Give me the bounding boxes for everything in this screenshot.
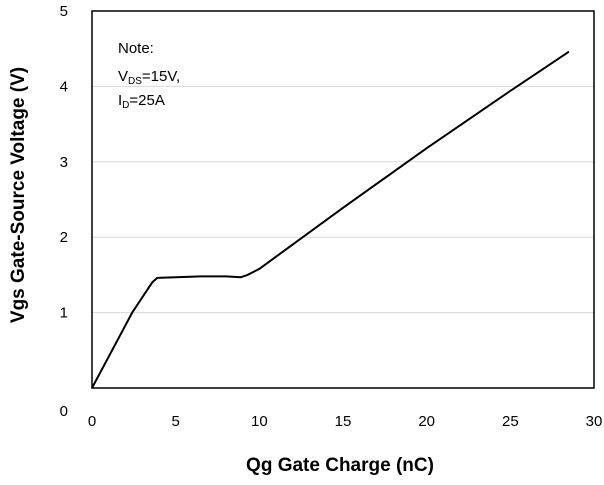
- x-tick-label: 0: [88, 413, 96, 430]
- note-title: Note:: [118, 40, 154, 57]
- plot-area-border: [91, 10, 595, 389]
- vds-subscript: DS: [128, 76, 142, 87]
- series-group: [91, 50, 570, 389]
- vds-value: =15V,: [142, 68, 180, 85]
- grid-lines: [92, 85, 594, 314]
- id-value: =25A: [129, 92, 164, 109]
- id-main: I: [118, 92, 122, 109]
- y-tick-label: 1: [60, 305, 68, 322]
- y-tick-label: 2: [60, 229, 68, 246]
- series-line-0: [91, 50, 570, 389]
- x-tick-label: 5: [171, 413, 179, 430]
- x-tick-label: 25: [502, 413, 519, 430]
- y-tick-label: 0: [60, 403, 68, 420]
- x-tick-labels: 0 5 10 15 20 25 30: [88, 413, 603, 430]
- note-vds: VDS=15V,: [118, 68, 180, 87]
- x-tick-label: 30: [586, 413, 603, 430]
- id-subscript: D: [122, 100, 129, 111]
- x-tick-label: 10: [251, 413, 268, 430]
- y-axis-title: Vgs Gate-Source Voltage (V): [8, 67, 29, 323]
- y-tick-label: 4: [60, 78, 68, 95]
- note-annotation: Note: VDS=15V, ID=25A: [118, 40, 180, 111]
- y-tick-labels: 0 1 2 3 4 5: [60, 3, 68, 420]
- x-tick-label: 15: [335, 413, 352, 430]
- note-id: ID=25A: [118, 92, 165, 111]
- y-tick-label: 3: [60, 154, 68, 171]
- y-tick-label: 5: [60, 3, 68, 20]
- x-axis-title: Qg Gate Charge (nC): [246, 455, 434, 476]
- vds-main: V: [118, 68, 128, 85]
- x-tick-label: 20: [418, 413, 435, 430]
